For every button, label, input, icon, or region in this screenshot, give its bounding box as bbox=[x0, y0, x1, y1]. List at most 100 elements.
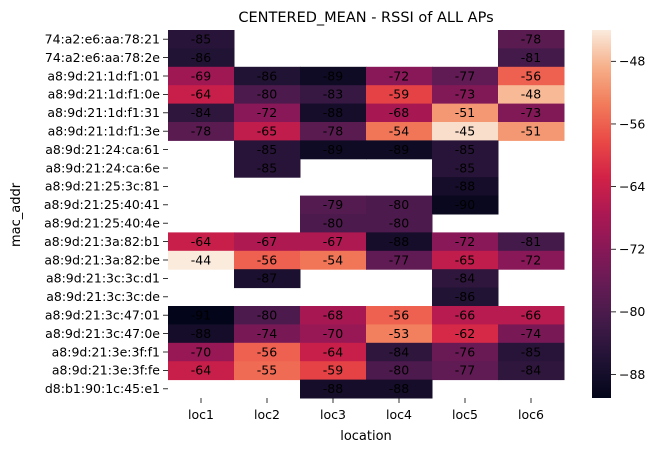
heatmap-cell bbox=[432, 250, 499, 270]
heatmap-cell bbox=[168, 66, 235, 86]
cell-value-label: -89 bbox=[323, 68, 343, 83]
cell-value-label: -86 bbox=[257, 68, 277, 83]
heatmap-cell bbox=[432, 85, 499, 105]
heatmap-cell bbox=[300, 232, 367, 252]
heatmap-cell bbox=[168, 48, 235, 68]
y-tick-label: a8:9d:21:25:40:4e bbox=[44, 216, 160, 231]
heatmap-cell bbox=[234, 250, 301, 270]
cell-value-label: -74 bbox=[257, 326, 277, 341]
x-tick-label: loc4 bbox=[386, 407, 412, 422]
cell-value-label: -56 bbox=[257, 344, 277, 359]
heatmap-cell bbox=[300, 103, 367, 123]
cell-value-label: -80 bbox=[257, 308, 277, 323]
y-tick-label: a8:9d:21:1d:f1:31 bbox=[47, 105, 160, 120]
cell-value-label: -67 bbox=[257, 234, 277, 249]
heatmap-cell bbox=[366, 324, 433, 344]
cell-value-label: -76 bbox=[455, 344, 475, 359]
heatmap-cell bbox=[168, 250, 235, 270]
cell-value-label: -83 bbox=[323, 87, 343, 102]
heatmap-cell bbox=[432, 158, 499, 178]
cell-value-label: -55 bbox=[257, 363, 277, 378]
cell-value-label: -80 bbox=[389, 197, 409, 212]
heatmap-cell bbox=[168, 232, 235, 252]
y-tick-label: a8:9d:21:3c:3c:d1 bbox=[46, 271, 160, 286]
heatmap-cell bbox=[498, 103, 565, 123]
cell-value-label: -72 bbox=[455, 234, 475, 249]
y-tick-label: a8:9d:21:3c:47:01 bbox=[45, 308, 160, 323]
y-tick-label: a8:9d:21:3c:3c:de bbox=[46, 289, 160, 304]
heatmap-cell bbox=[498, 361, 565, 381]
heatmap-cell bbox=[168, 324, 235, 344]
heatmap-cell bbox=[432, 361, 499, 381]
y-tick-label: a8:9d:21:1d:f1:0e bbox=[48, 87, 161, 102]
heatmap-cell bbox=[498, 306, 565, 325]
heatmap-cell bbox=[366, 195, 433, 215]
heatmap-cell bbox=[234, 122, 301, 141]
cell-value-label: -78 bbox=[191, 124, 211, 139]
heatmap-cell bbox=[498, 85, 565, 105]
heatmap-cell bbox=[366, 122, 433, 141]
cell-value-label: -90 bbox=[455, 197, 475, 212]
heatmap-cell bbox=[300, 66, 367, 86]
heatmap-cell bbox=[300, 140, 367, 160]
cell-value-label: -85 bbox=[455, 160, 475, 175]
heatmap-cell bbox=[300, 342, 367, 362]
cell-value-label: -68 bbox=[389, 105, 409, 120]
heatmap-cell bbox=[234, 361, 301, 381]
cell-value-label: -88 bbox=[455, 179, 475, 194]
heatmap-cell bbox=[432, 269, 499, 289]
x-axis-label: location bbox=[340, 429, 392, 444]
y-tick-label: a8:9d:21:24:ca:61 bbox=[45, 142, 160, 157]
cell-value-label: -53 bbox=[389, 326, 409, 341]
cell-value-label: -64 bbox=[191, 363, 211, 378]
y-tick-label: 74:a2:e6:aa:78:2e bbox=[45, 50, 160, 65]
heatmap-cell bbox=[366, 361, 433, 381]
cell-value-label: -80 bbox=[257, 87, 277, 102]
heatmap-cell bbox=[366, 342, 433, 362]
cell-value-label: -85 bbox=[521, 344, 541, 359]
heatmap-cell bbox=[300, 250, 367, 270]
cell-value-label: -81 bbox=[521, 234, 541, 249]
heatmap-cell bbox=[168, 306, 235, 325]
heatmap-cell bbox=[168, 342, 235, 362]
cell-value-label: -78 bbox=[521, 32, 541, 47]
cell-value-label: -85 bbox=[455, 142, 475, 157]
y-axis: 74:a2:e6:aa:78:21 74:a2:e6:aa:78:2e a8:9d:… bbox=[44, 32, 168, 396]
heatmap-cell bbox=[498, 30, 565, 49]
colorbar-tick-label: −72 bbox=[619, 242, 645, 257]
heatmap-cell bbox=[234, 232, 301, 252]
cell-value-label: -67 bbox=[323, 234, 343, 249]
y-tick-label: a8:9d:21:3c:47:0e bbox=[45, 326, 160, 341]
heatmap-cell bbox=[432, 324, 499, 344]
heatmap-cell bbox=[300, 324, 367, 344]
y-tick-label: a8:9d:21:25:40:41 bbox=[44, 197, 160, 212]
heatmap-cell bbox=[432, 177, 499, 197]
colorbar-tick-label: −64 bbox=[619, 179, 645, 194]
cell-value-label: -56 bbox=[521, 68, 541, 83]
cell-value-label: -84 bbox=[389, 344, 409, 359]
cell-value-label: -66 bbox=[455, 308, 475, 323]
cell-value-label: -54 bbox=[389, 124, 409, 139]
y-tick-label: a8:9d:21:24:ca:6e bbox=[45, 160, 160, 175]
cell-value-label: -85 bbox=[257, 142, 277, 157]
heatmap-cell bbox=[498, 250, 565, 270]
heatmap-cell bbox=[432, 140, 499, 160]
cell-value-label: -72 bbox=[257, 105, 277, 120]
cell-value-label: -80 bbox=[389, 216, 409, 231]
heatmap-cell bbox=[234, 158, 301, 178]
heatmap-cell bbox=[366, 140, 433, 160]
cell-value-label: -86 bbox=[191, 50, 211, 65]
heatmap-cell bbox=[300, 85, 367, 105]
heatmap-cell bbox=[366, 250, 433, 270]
cell-value-label: -68 bbox=[323, 308, 343, 323]
heatmap-cell bbox=[432, 103, 499, 123]
heatmap-cell bbox=[300, 122, 367, 141]
x-tick-label: loc5 bbox=[452, 407, 478, 422]
cell-value-label: -80 bbox=[389, 363, 409, 378]
cell-value-label: -66 bbox=[521, 308, 541, 323]
x-tick-label: loc1 bbox=[188, 407, 214, 422]
colorbar-tick-label: −56 bbox=[619, 116, 645, 131]
heatmap-cell bbox=[300, 379, 367, 399]
heatmap-cell bbox=[234, 306, 301, 325]
